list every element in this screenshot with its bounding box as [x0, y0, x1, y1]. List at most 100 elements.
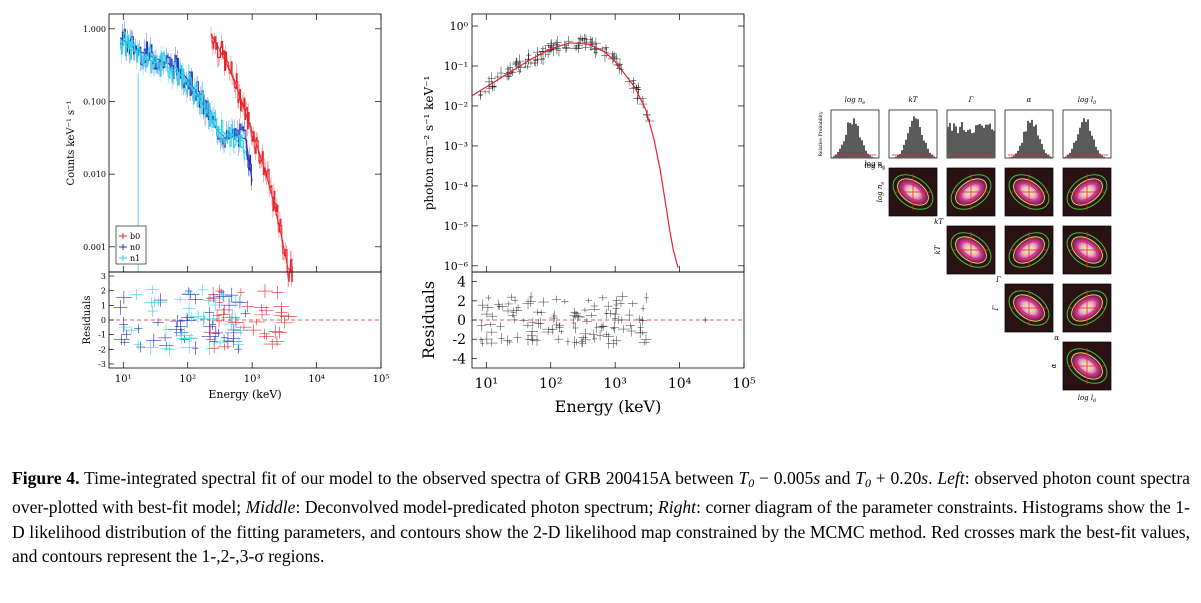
middle-ytick-label: 10⁻³ — [444, 140, 468, 153]
corner-contour-2sigma — [1071, 294, 1103, 322]
caption-t0a-sub: 0 — [748, 476, 755, 490]
caption-period: . — [928, 468, 933, 488]
left-xlabel: Energy (keV) — [208, 388, 281, 401]
left-xtick-label: 10³ — [244, 374, 261, 385]
middle-ytick-label: 10⁻⁴ — [444, 180, 469, 193]
caption-t0b: T — [855, 468, 865, 488]
corner-contour-3sigma — [1066, 290, 1108, 326]
corner-histogram — [889, 116, 937, 158]
left-ytick-label: 1.000 — [83, 25, 106, 34]
corner-histogram — [1005, 119, 1053, 158]
middle-xlabel: Energy (keV) — [555, 397, 662, 416]
corner-param-label: kT — [909, 96, 919, 104]
left-ytick-label: 0.001 — [83, 243, 106, 252]
left-legend: b0 n0 n1 — [115, 225, 147, 265]
corner-param-sub: e — [862, 100, 865, 106]
corner-histogram — [947, 122, 995, 158]
corner-contour-1sigma — [1018, 183, 1040, 201]
corner-contour-3sigma — [950, 232, 992, 268]
corner-param-sub: e — [882, 164, 885, 170]
left-counts-panel: 1.000 0.100 0.010 0.001 b0 n0 n1 Counts keV⁻¹… — [66, 13, 382, 288]
middle-res-ytick-label: 4 — [457, 275, 466, 291]
figure-panels: 1.000 0.100 0.010 0.001 b0 n0 n1 Counts keV⁻¹… — [66, 13, 1112, 416]
middle-ytick-label: 10⁻⁵ — [444, 220, 468, 233]
left-xtick-label: 10⁵ — [373, 374, 390, 385]
middle-res-ytick-label: 2 — [457, 294, 466, 310]
corner-contour-3sigma — [950, 174, 992, 210]
legend-label-n0: n0 — [130, 243, 140, 252]
caption-t0b-sub: 0 — [864, 476, 871, 490]
corner-param-label: log ne — [845, 96, 866, 106]
middle-ytick-label: 10⁻² — [444, 100, 468, 113]
corner-param-label: Γ — [968, 96, 975, 104]
left-model-b0 — [210, 33, 294, 273]
corner-contour-2sigma — [1071, 178, 1103, 206]
middle-ytick-label: 10⁰ — [450, 20, 469, 33]
left-res-ytick-label: 2 — [101, 287, 106, 296]
left-residuals-panel: 3 2 1 0 -1 -2 -3 10¹ 10² 10³ 10⁴ 10⁵ Residuals Ene… — [82, 271, 390, 401]
left-xtick-label: 10⁴ — [308, 374, 325, 385]
corner-param-label: log ne — [864, 160, 885, 170]
corner-param-label: α — [1054, 334, 1059, 342]
middle-ytick-label: 10⁻¹ — [444, 60, 468, 73]
left-res-ytick-label: -3 — [98, 360, 106, 369]
corner-contour-2sigma — [1013, 236, 1045, 264]
corner-contour-2sigma — [1071, 352, 1103, 380]
corner-contour-3sigma — [1066, 232, 1108, 268]
caption-right-label: Right — [657, 497, 697, 518]
caption-s2: s — [921, 468, 929, 488]
caption-t0a: T — [738, 468, 749, 488]
middle-xtick-label: 10² — [539, 376, 562, 392]
corner-contour-1sigma — [1018, 241, 1040, 259]
caption-lead: Time-integrated spectral fit of our mode… — [83, 468, 739, 488]
left-spectrum-n1 — [120, 31, 246, 160]
caption-t0b-rest: + 0.20 — [870, 468, 922, 488]
corner-contour-3sigma — [1066, 348, 1108, 384]
corner-contour-3sigma — [1008, 290, 1050, 326]
middle-res-ytick-label: 0 — [457, 313, 466, 329]
corner-contour-2sigma — [897, 178, 929, 206]
middle-photon-panel: 10⁰ 10⁻¹ 10⁻² 10⁻³ 10⁻⁴ 10⁻⁵ 10⁻⁶ photon cm⁻² … — [422, 13, 745, 273]
corner-contour-1sigma — [902, 183, 924, 201]
middle-residuals-ylabel: Residuals — [419, 281, 438, 359]
left-counts-ylabel: Counts keV⁻¹ s⁻¹ — [66, 101, 77, 186]
corner-param-label: α — [1027, 96, 1032, 104]
left-xtick-label: 10¹ — [115, 374, 132, 385]
caption-middle-label: Middle — [245, 497, 296, 518]
corner-contour-1sigma — [1076, 299, 1098, 317]
middle-xtick-label: 10¹ — [475, 376, 498, 392]
corner-param-label: Γ — [995, 276, 1002, 284]
corner-param-sub: 0 — [1093, 398, 1097, 404]
legend-label-b0: b0 — [130, 232, 140, 241]
corner-contour-2sigma — [955, 178, 987, 206]
corner-param-label: log l0 — [1078, 394, 1097, 404]
legend-label-n1: n1 — [130, 254, 140, 263]
middle-photon-ylabel: photon cm⁻² s⁻¹ keV⁻¹ — [422, 76, 436, 211]
left-res-ytick-label: 3 — [101, 272, 106, 281]
caption-and: and — [820, 468, 856, 488]
corner-contour-1sigma — [960, 241, 982, 259]
corner-param-label: log ne — [876, 182, 886, 203]
corner-contour-2sigma — [955, 236, 987, 264]
left-res-ytick-label: -2 — [98, 345, 106, 354]
left-model-n0 — [119, 37, 253, 182]
corner-contour-3sigma — [892, 174, 934, 210]
left-model-n1 — [119, 39, 247, 153]
caption-t0a-rest: − 0.005 — [754, 468, 814, 488]
corner-contour-2sigma — [1013, 294, 1045, 322]
left-ytick-label: 0.100 — [83, 97, 106, 106]
corner-contour-1sigma — [960, 183, 982, 201]
left-res-ytick-label: -1 — [98, 331, 106, 340]
corner-param-label: Γ — [992, 304, 1000, 311]
middle-photon-frame — [471, 13, 745, 273]
caption-left-text: : observed photon count spectra over-plo… — [12, 468, 1190, 518]
corner-contour-1sigma — [1018, 299, 1040, 317]
corner-contour-2sigma — [1013, 178, 1045, 206]
middle-res-ytick-label: -4 — [452, 351, 466, 367]
caption-label: Figure 4. — [12, 468, 80, 488]
corner-contour-1sigma — [1076, 241, 1098, 259]
left-spectrum-b0 — [211, 33, 293, 283]
left-residuals-ylabel: Residuals — [82, 296, 93, 345]
middle-xtick-label: 10⁵ — [732, 376, 756, 392]
